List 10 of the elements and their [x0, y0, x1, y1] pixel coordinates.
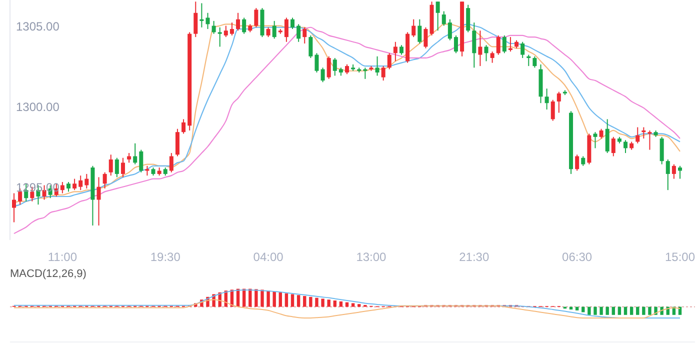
x-tick-label: 13:00	[356, 250, 387, 264]
chart-title: MACD(12,26,9)	[10, 268, 86, 280]
x-tick-label: 06:30	[562, 250, 592, 264]
x-tick-label: 15:00	[664, 250, 696, 264]
x-tick-label: 19:30	[150, 250, 181, 264]
y-tick-label: 1305.00	[16, 20, 60, 34]
x-tick-label: 11:00	[48, 250, 78, 264]
y-tick-label: 1300.00	[16, 100, 60, 114]
x-tick-label: 21:30	[459, 250, 490, 264]
x-tick-label: 04:00	[253, 250, 284, 264]
